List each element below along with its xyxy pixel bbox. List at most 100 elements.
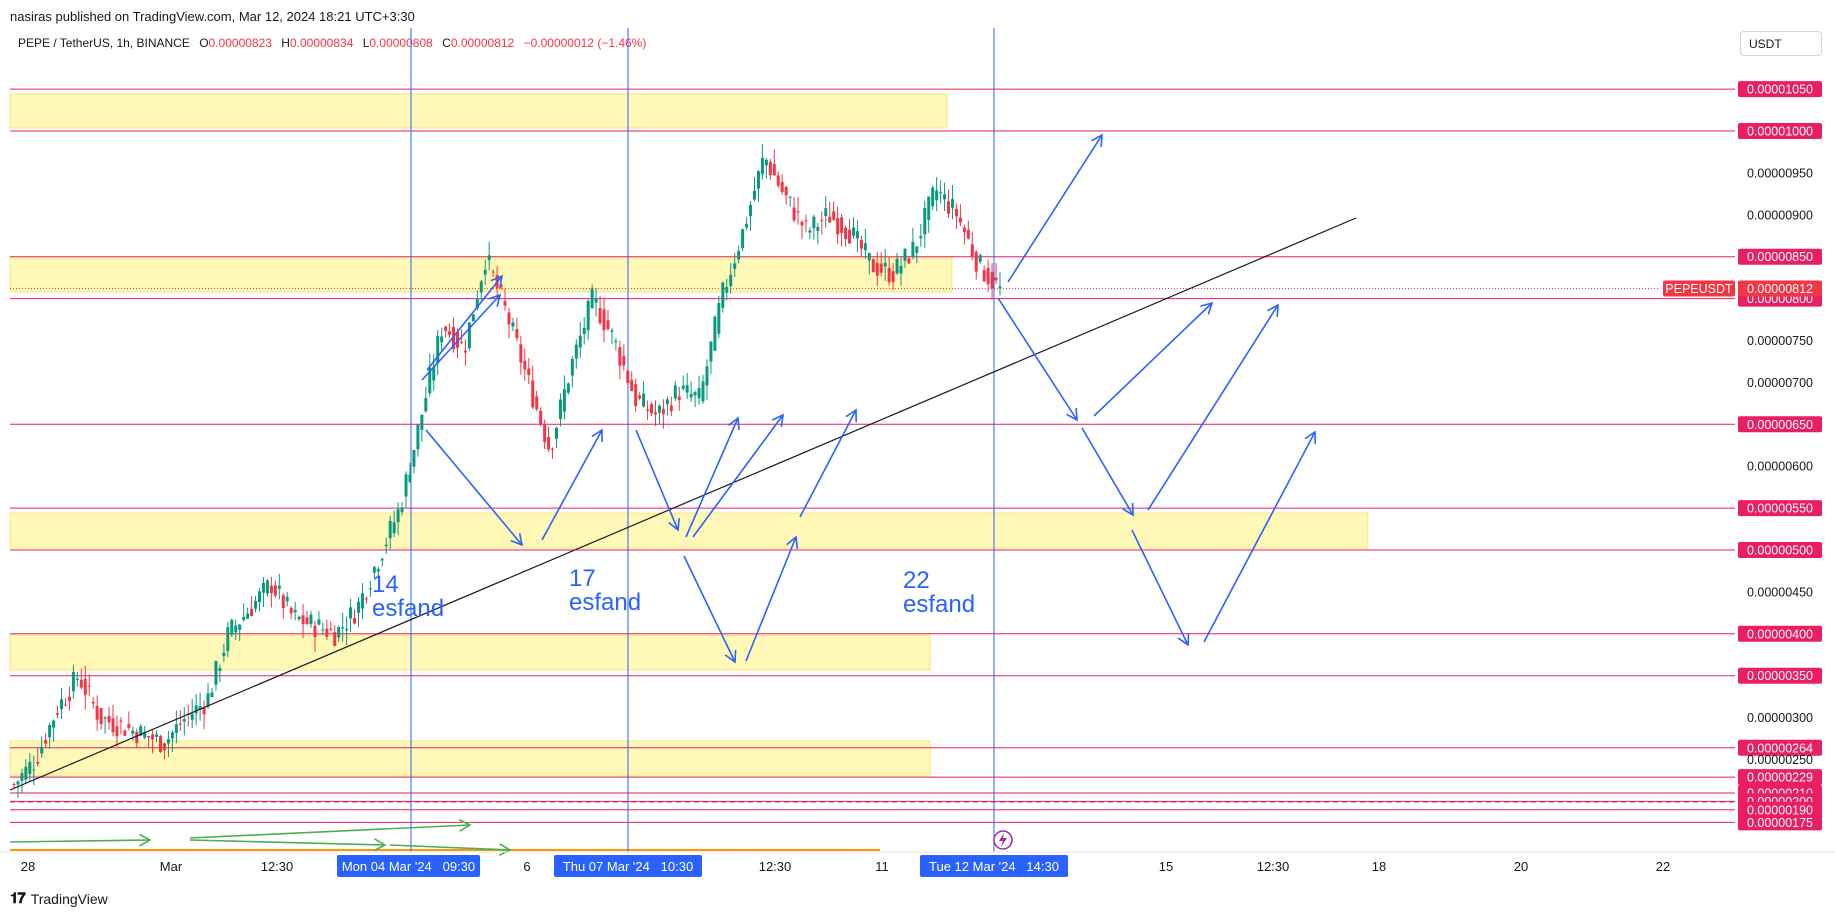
candle-body [174, 724, 178, 733]
projection-arrow-head [1066, 407, 1078, 422]
projection-arrow [635, 429, 679, 531]
level-tag [1738, 123, 1822, 139]
projection-arrow [683, 555, 736, 663]
candle-body [475, 299, 479, 309]
candle-body [24, 766, 28, 780]
candle-body [147, 736, 151, 738]
currency-selector[interactable]: USDT [1740, 31, 1822, 56]
candle-body [329, 628, 333, 630]
candle-body [780, 181, 784, 192]
candle-body [166, 739, 170, 744]
candle-body [436, 335, 440, 364]
candle-body [828, 216, 832, 223]
candle-body [40, 746, 44, 754]
symbol-tag-text: PEPEUSDT [1665, 282, 1733, 296]
candle-body [582, 327, 586, 334]
projection-arrow-head [668, 517, 681, 532]
level-tag [1738, 667, 1822, 684]
candle-body [646, 409, 650, 411]
candle-body [657, 405, 661, 413]
projection-arrow [425, 429, 523, 546]
candle-body [574, 344, 578, 359]
candle-body [412, 449, 416, 467]
candle-body [820, 219, 824, 221]
level-tag [1738, 801, 1822, 818]
candle-body [677, 396, 681, 401]
candle-body [650, 404, 654, 414]
candle-body [836, 218, 840, 235]
demand-zone [9, 93, 948, 129]
candle-body [697, 388, 701, 399]
candle-body [594, 297, 598, 303]
candle-body [99, 707, 103, 725]
candle-body [44, 739, 48, 744]
x-tick-label: Mar [160, 859, 183, 874]
x-highlight-label: Thu 07 Mar '24 10:30 [563, 859, 693, 874]
change-value: −0.00000012 (−1.46%) [523, 36, 647, 50]
candle-body [602, 309, 606, 331]
candle-body [376, 569, 380, 572]
candle-body [733, 263, 737, 269]
candle-body [261, 582, 265, 593]
candle-body [345, 629, 349, 631]
y-tick-label: 0.00000700 [1747, 376, 1813, 390]
candle-body [250, 608, 254, 616]
candle-body [28, 761, 32, 775]
candle-body [760, 157, 764, 175]
candle-body [863, 243, 867, 251]
candle-body [745, 223, 749, 228]
candle-body [749, 204, 753, 216]
green-arrow [189, 839, 386, 846]
candle-body [994, 277, 998, 281]
candle-body [471, 314, 475, 322]
high-value: 0.00000834 [289, 36, 354, 50]
projection-arrow [799, 409, 857, 518]
candle-body [943, 194, 947, 200]
candle-body [796, 211, 800, 213]
low-label: L [362, 36, 370, 50]
candle-body [554, 427, 558, 439]
candle-body [162, 743, 166, 751]
candle-body [103, 717, 107, 719]
tradingview-logo-icon: 𝟏𝟕 [10, 890, 26, 907]
candle-body [360, 593, 364, 609]
candle-body [879, 263, 883, 273]
candle-body [883, 262, 887, 267]
candle-body [432, 367, 436, 381]
candle-body [56, 713, 60, 715]
candle-body [966, 229, 970, 239]
x-highlight-label: Mon 04 Mar '24 09:30 [342, 859, 475, 874]
x-tick-label: 6 [523, 859, 530, 874]
projection-arrow-head [1091, 133, 1103, 148]
candle-body [36, 761, 40, 764]
candle-body [63, 704, 67, 706]
candle-body [285, 596, 289, 602]
candle-body [768, 161, 772, 176]
candle-body [246, 613, 250, 619]
candle-body [927, 196, 931, 220]
annotation-word: esfand [569, 589, 641, 616]
candle-body [824, 208, 828, 217]
candle-body [895, 258, 899, 274]
candle-body [840, 217, 844, 233]
level-tag-text: 0.00001050 [1747, 83, 1813, 97]
candle-body [123, 730, 127, 736]
candle-body [808, 230, 812, 233]
candle-body [456, 331, 460, 348]
high-label: H [281, 36, 290, 50]
candle-body [380, 559, 384, 561]
candle-body [309, 614, 313, 625]
candle-body [416, 424, 420, 450]
candle-body [408, 474, 412, 482]
candle-body [230, 619, 234, 635]
y-tick-label: 0.00000300 [1747, 711, 1813, 725]
open-value: 0.00000823 [208, 36, 272, 50]
candle-body [372, 567, 376, 573]
candle-body [717, 302, 721, 334]
candle-body [400, 508, 404, 513]
candle-body [420, 414, 424, 430]
level-tag-text: 0.00000175 [1747, 816, 1813, 830]
green-arrow-head [498, 843, 512, 857]
candle-body [764, 159, 768, 166]
